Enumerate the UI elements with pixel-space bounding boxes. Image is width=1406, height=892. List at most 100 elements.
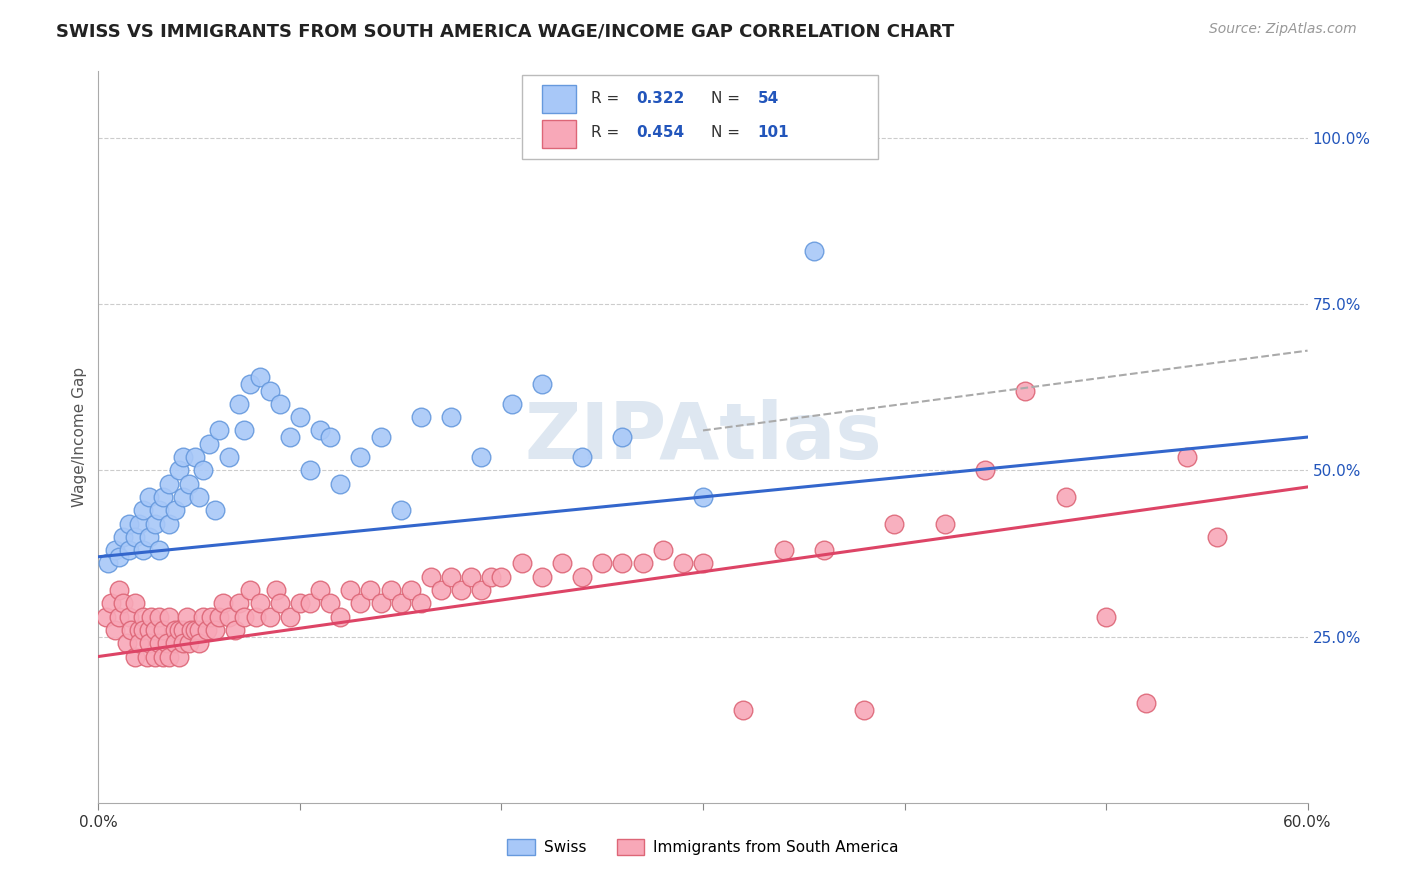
Point <box>118 543 141 558</box>
Point <box>103 543 125 558</box>
Point <box>309 582 332 597</box>
FancyBboxPatch shape <box>522 75 879 159</box>
Point <box>218 609 240 624</box>
Point <box>152 490 174 504</box>
Point <box>349 450 371 464</box>
Point <box>1206 530 1229 544</box>
Point <box>450 582 472 597</box>
Point <box>132 503 155 517</box>
Point <box>440 410 463 425</box>
Point <box>180 623 202 637</box>
Point <box>124 530 146 544</box>
Point <box>1135 696 1157 710</box>
Point <box>269 596 291 610</box>
Point <box>228 596 250 610</box>
Point <box>132 623 155 637</box>
Point <box>1095 609 1118 624</box>
Point <box>278 609 301 624</box>
Point <box>193 463 215 477</box>
Point <box>128 636 150 650</box>
Point <box>651 543 673 558</box>
Point <box>278 430 301 444</box>
Point <box>111 596 134 610</box>
Point <box>380 582 402 597</box>
Point <box>224 623 246 637</box>
Point <box>1175 450 1198 464</box>
Point <box>571 450 593 464</box>
Point <box>208 609 231 624</box>
Point <box>245 609 267 624</box>
Point <box>135 649 157 664</box>
Point <box>204 623 226 637</box>
Point <box>193 609 215 624</box>
Text: 0.454: 0.454 <box>637 125 685 140</box>
Point <box>460 570 482 584</box>
Point <box>157 609 180 624</box>
Point <box>139 609 162 624</box>
Point <box>188 623 211 637</box>
Text: 0.322: 0.322 <box>637 91 685 106</box>
Point <box>176 609 198 624</box>
Point <box>269 397 291 411</box>
Point <box>138 530 160 544</box>
Bar <box>543 86 576 113</box>
Point <box>470 582 492 597</box>
Point <box>339 582 361 597</box>
Text: Source: ZipAtlas.com: Source: ZipAtlas.com <box>1209 22 1357 37</box>
Point <box>420 570 443 584</box>
Point <box>163 636 186 650</box>
Point <box>360 582 382 597</box>
Point <box>156 636 179 650</box>
Point <box>184 450 207 464</box>
Point <box>97 557 120 571</box>
Point <box>409 596 432 610</box>
Point <box>167 649 190 664</box>
Point <box>195 623 218 637</box>
Text: ZIPAtlas: ZIPAtlas <box>524 399 882 475</box>
Point <box>259 609 281 624</box>
Point <box>152 623 174 637</box>
Point <box>612 557 634 571</box>
Point <box>152 649 174 664</box>
Point <box>143 649 166 664</box>
Point <box>370 596 392 610</box>
Point <box>264 582 287 597</box>
Point <box>1014 384 1036 398</box>
Point <box>179 476 201 491</box>
Point <box>172 450 194 464</box>
Point <box>288 596 311 610</box>
Point <box>612 430 634 444</box>
Text: SWISS VS IMMIGRANTS FROM SOUTH AMERICA WAGE/INCOME GAP CORRELATION CHART: SWISS VS IMMIGRANTS FROM SOUTH AMERICA W… <box>56 22 955 40</box>
Point <box>128 516 150 531</box>
Point <box>157 649 180 664</box>
Point <box>551 557 574 571</box>
Point <box>100 596 122 610</box>
Point <box>883 516 905 531</box>
Point <box>188 490 211 504</box>
Point <box>672 557 695 571</box>
Point <box>491 570 513 584</box>
Point <box>118 516 141 531</box>
Point <box>692 490 714 504</box>
Point <box>249 596 271 610</box>
Point <box>591 557 613 571</box>
Legend: Swiss, Immigrants from South America: Swiss, Immigrants from South America <box>501 833 905 861</box>
Point <box>232 609 254 624</box>
Point <box>167 623 190 637</box>
Point <box>389 596 412 610</box>
Point <box>329 476 352 491</box>
Point <box>389 503 412 517</box>
Point <box>157 516 180 531</box>
Point <box>138 623 160 637</box>
Point <box>124 649 146 664</box>
Bar <box>543 120 576 148</box>
Text: 54: 54 <box>758 91 779 106</box>
Point <box>143 516 166 531</box>
Point <box>1054 490 1077 504</box>
Point <box>103 623 125 637</box>
Point <box>157 476 180 491</box>
Point <box>163 503 186 517</box>
Point <box>204 503 226 517</box>
Point <box>370 430 392 444</box>
Point <box>501 397 523 411</box>
